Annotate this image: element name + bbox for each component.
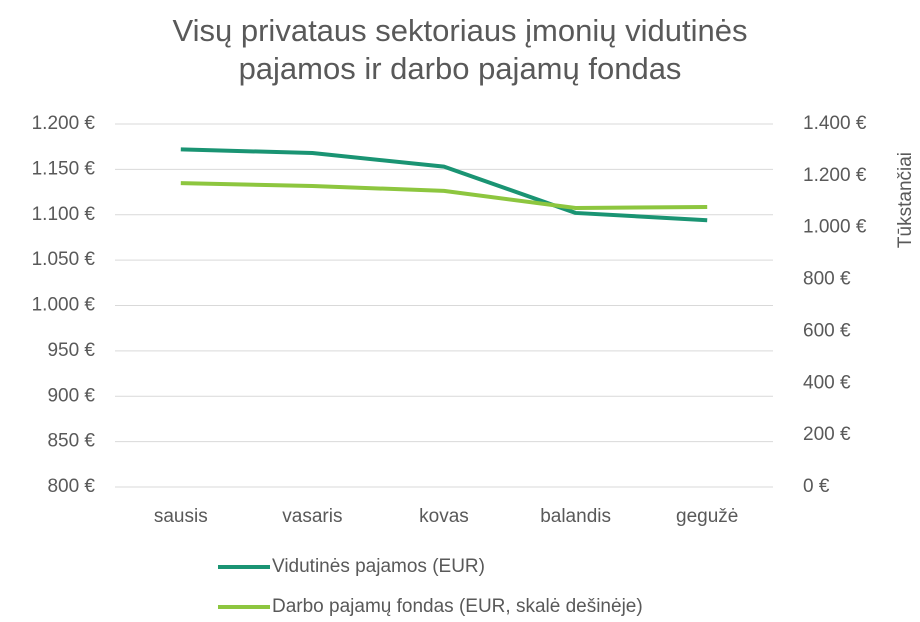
y2-tick-label: 1.400 € [803,113,867,134]
x-tick-label: vasaris [282,506,342,527]
legend-label: Vidutinės pajamos (EUR) [272,556,485,577]
y-tick-label: 950 € [47,340,95,361]
y-tick-label: 1.000 € [32,295,96,316]
y2-tick-label: 600 € [803,320,851,341]
x-tick-label: balandis [540,506,611,527]
y-tick-label: 800 € [47,476,95,497]
line [180,147,708,223]
x-tick-label: sausis [154,506,208,527]
legend-label: Darbo pajamų fondas (EUR, skalė dešinėje… [272,596,643,617]
y2-tick-label: 1.200 € [803,165,867,186]
chart-title: Visų privataus sektoriaus įmonių vidutin… [172,13,748,86]
y-tick-label: 900 € [47,385,95,406]
y2-tick-label: 1.000 € [803,217,867,238]
x-tick-label: kovas [419,506,469,527]
y2-tick-label: 400 € [803,372,851,393]
y-tick-label: 1.050 € [32,249,96,270]
y-tick-label: 850 € [47,431,95,452]
y2-tick-label: 200 € [803,424,851,445]
y2-tick-label: 800 € [803,269,851,290]
line [180,181,708,211]
x-tick-label: gegužė [676,506,738,527]
y2-axis-label: Tūkstančiai [895,152,916,248]
y-tick-label: 1.100 € [32,204,96,225]
y-tick-label: 1.200 € [32,113,96,134]
y-tick-label: 1.150 € [32,158,96,179]
y2-tick-label: 0 € [803,476,830,497]
